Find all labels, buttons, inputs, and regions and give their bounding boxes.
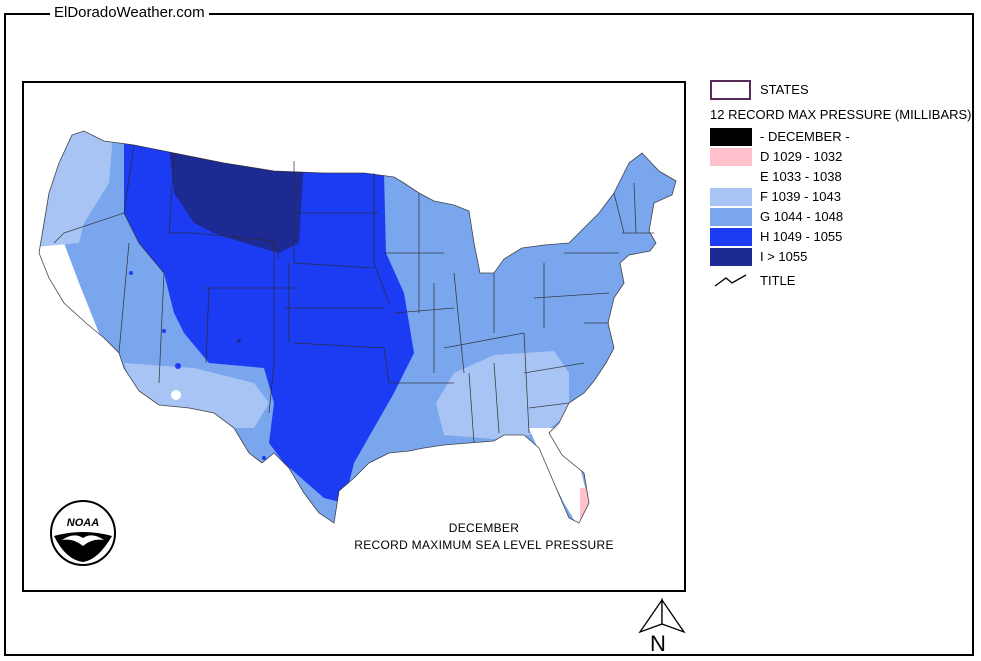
legend-class-label: H 1049 - 1055 xyxy=(760,229,843,244)
map-title-month: DECEMBER xyxy=(448,521,520,535)
legend-swatch xyxy=(710,188,752,206)
map-panel: DECEMBER RECORD MAXIMUM SEA LEVEL PRESSU… xyxy=(22,81,686,592)
site-label: ElDoradoWeather.com xyxy=(50,3,209,23)
legend-swatch xyxy=(710,248,752,266)
outer-frame xyxy=(4,13,974,656)
legend-class-label: - DECEMBER - xyxy=(760,129,850,144)
legend-class-label: D 1029 - 1032 xyxy=(760,149,843,164)
legend-swatch xyxy=(710,208,752,226)
legend-swatch xyxy=(710,228,752,246)
title-line-icon xyxy=(714,274,747,287)
states-swatch xyxy=(710,80,751,100)
legend-states-label: STATES xyxy=(760,82,809,97)
noaa-text: NOAA xyxy=(67,517,99,529)
north-arrow-icon xyxy=(638,598,686,634)
legend-swatch xyxy=(710,168,752,186)
map-title-subtitle: RECORD MAXIMUM SEA LEVEL PRESSURE xyxy=(354,538,614,552)
legend-swatch xyxy=(710,148,752,166)
legend-class-label: I > 1055 xyxy=(760,249,808,264)
legend-heading: 12 RECORD MAX PRESSURE (MILLIBARS) xyxy=(710,107,972,122)
legend-class-label: F 1039 - 1043 xyxy=(760,189,841,204)
legend-title-label: TITLE xyxy=(760,273,796,288)
legend: STATES 12 RECORD MAX PRESSURE (MILLIBARS… xyxy=(710,78,981,298)
legend-swatch xyxy=(710,128,752,146)
legend-class-label: E 1033 - 1038 xyxy=(760,169,842,184)
us-pressure-map xyxy=(38,130,677,524)
legend-class-label: G 1044 - 1048 xyxy=(760,209,844,224)
north-label: N xyxy=(650,631,666,656)
